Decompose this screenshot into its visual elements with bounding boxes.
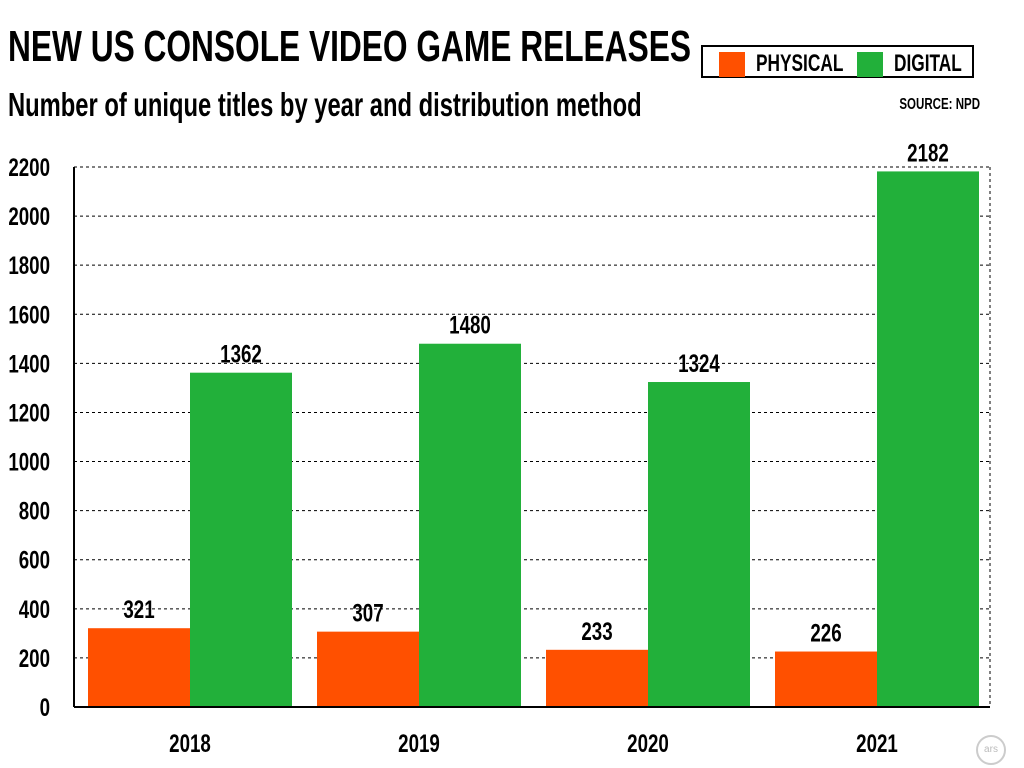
x-tick-label: 2019 [398,729,440,757]
legend: PHYSICAL DIGITAL [701,45,974,78]
y-tick-label: 2200 [8,153,50,181]
data-label: 233 [581,617,612,645]
chart-subtitle: Number of unique titles by year and dist… [8,86,642,123]
y-tick-label: 0 [40,693,50,721]
bar-digital-2020 [648,382,750,707]
legend-swatch-physical [719,52,745,77]
legend-label-physical: PHYSICAL [756,50,844,77]
bar-digital-2018 [190,372,292,707]
y-tick-label: 1000 [8,448,50,476]
x-tick-label: 2018 [169,729,211,757]
data-label: 2182 [907,139,949,167]
y-tick-label: 800 [19,497,50,525]
ars-logo: ars [976,735,1006,765]
bar-physical-2018 [88,628,190,707]
y-tick-label: 1400 [8,350,50,378]
x-tick-label: 2020 [627,729,669,757]
data-label: 321 [123,596,154,624]
chart-title: NEW US CONSOLE VIDEO GAME RELEASES [8,22,691,71]
data-label: 1324 [678,349,720,377]
data-label: 226 [810,619,841,647]
y-tick-label: 2000 [8,202,50,230]
y-tick-label: 400 [19,595,50,623]
bar-digital-2021 [877,171,979,707]
y-tick-label: 1200 [8,399,50,427]
source-note: SOURCE: NPD [899,96,980,113]
data-label: 307 [352,599,383,627]
bar-physical-2019 [317,631,419,707]
data-label: 1362 [220,340,262,368]
y-tick-label: 1600 [8,301,50,329]
bar-physical-2020 [546,649,648,707]
data-label: 1480 [449,311,491,339]
bar-physical-2021 [775,651,877,707]
bar-digital-2019 [419,343,521,707]
y-tick-label: 600 [19,546,50,574]
y-tick-label: 200 [19,644,50,672]
y-tick-label: 1800 [8,252,50,280]
x-tick-label: 2021 [856,729,898,757]
legend-swatch-digital [857,52,883,77]
legend-label-digital: DIGITAL [894,50,962,77]
